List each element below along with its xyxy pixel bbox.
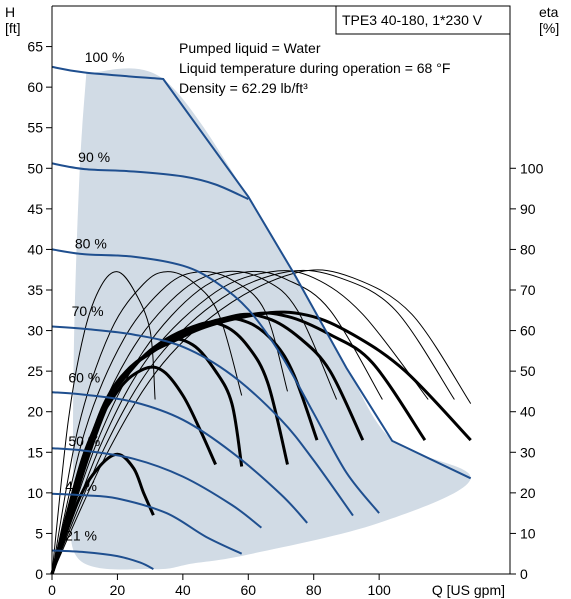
head-curve-40 [51,492,243,555]
y-left-tick-label: 30 [27,323,43,339]
head-curve-60 [51,391,308,524]
y-left-tick-label: 45 [27,201,43,217]
efficiency-curve-thin-6 [51,269,455,575]
y-right-tick-label: 70 [520,282,536,298]
y-left-tick-label: 0 [35,566,43,582]
series-label-4: 60 % [68,370,100,386]
y-left-title: H [5,4,15,20]
y-left-tick-label: 50 [27,160,43,176]
head-curve-90 [51,162,249,201]
y-left-tick-label: 25 [27,363,43,379]
x-tick-label: 60 [240,582,256,598]
y-left-tick-label: 15 [27,444,43,460]
y-right-tick-label: 90 [520,201,536,217]
head-curve-80 [51,248,380,514]
y-right-tick-label: 10 [520,525,536,541]
info-line-1: Liquid temperature during operation = 68… [179,60,450,76]
y-left-unit: [ft] [5,20,21,36]
head-curve-70 [51,325,354,517]
series-label-5: 50 % [68,433,100,449]
series-label-1: 90 % [78,149,110,165]
y-left-tick-label: 60 [27,79,43,95]
y-left-tick-label: 40 [27,241,43,257]
x-tick-label: 100 [367,582,391,598]
y-left-tick-label: 55 [27,120,43,136]
efficiency-curve-thin-0 [51,271,156,575]
y-right-tick-label: 30 [520,444,536,460]
efficiency-curve-thin-4 [51,270,383,575]
y-right-tick-label: 40 [520,404,536,420]
y-right-title: eta [539,4,559,20]
x-tick-label: 20 [110,582,126,598]
head-curve-100 [51,65,472,480]
x-tick-label: 0 [48,582,56,598]
info-line-2: Density = 62.29 lb/ft³ [179,80,308,96]
efficiency-bold-curves [50,310,472,575]
head-curve-50 [51,447,263,529]
y-right-unit: [%] [539,20,559,36]
y-right-tick-label: 100 [520,160,544,176]
chart-text: 100 % 90 % 80 % 70 % 60 % 50 % 40 % 21 % 0 5 10 15 2… [5,4,559,598]
series-label-6: 40 % [65,478,97,494]
info-line-0: Pumped liquid = Water [179,40,321,56]
y-left-tick-label: 20 [27,404,43,420]
y-right-tick-label: 20 [520,485,536,501]
y-left-tick-label: 65 [27,39,43,55]
x-tick-label: 80 [306,582,322,598]
chart-title: TPE3 40-180, 1*230 V [342,12,483,28]
efficiency-curve-thin-2 [51,270,288,575]
series-label-3: 70 % [72,303,104,319]
series-label-0: 100 % [85,49,125,65]
y-right-tick-label: 0 [520,566,528,582]
efficiency-curve-thin-7 [51,269,472,575]
y-left-tick-label: 5 [35,525,43,541]
series-label-2: 80 % [75,236,107,252]
y-right-tick-label: 50 [520,363,536,379]
y-right-tick-label: 80 [520,241,536,257]
efficiency-curve-bold-1 [50,365,217,575]
series-label-7: 21 % [65,528,97,544]
x-tick-label: 40 [175,582,191,598]
y-right-tick-label: 60 [520,323,536,339]
head-curve-21 [51,549,154,570]
x-axis-label: Q [US gpm] [432,582,505,598]
y-left-tick-label: 10 [27,485,43,501]
head-curves [51,65,472,570]
axes [46,5,516,580]
title-box [335,5,511,35]
efficiency-curve-bold-7 [50,310,472,575]
y-left-tick-label: 35 [27,282,43,298]
